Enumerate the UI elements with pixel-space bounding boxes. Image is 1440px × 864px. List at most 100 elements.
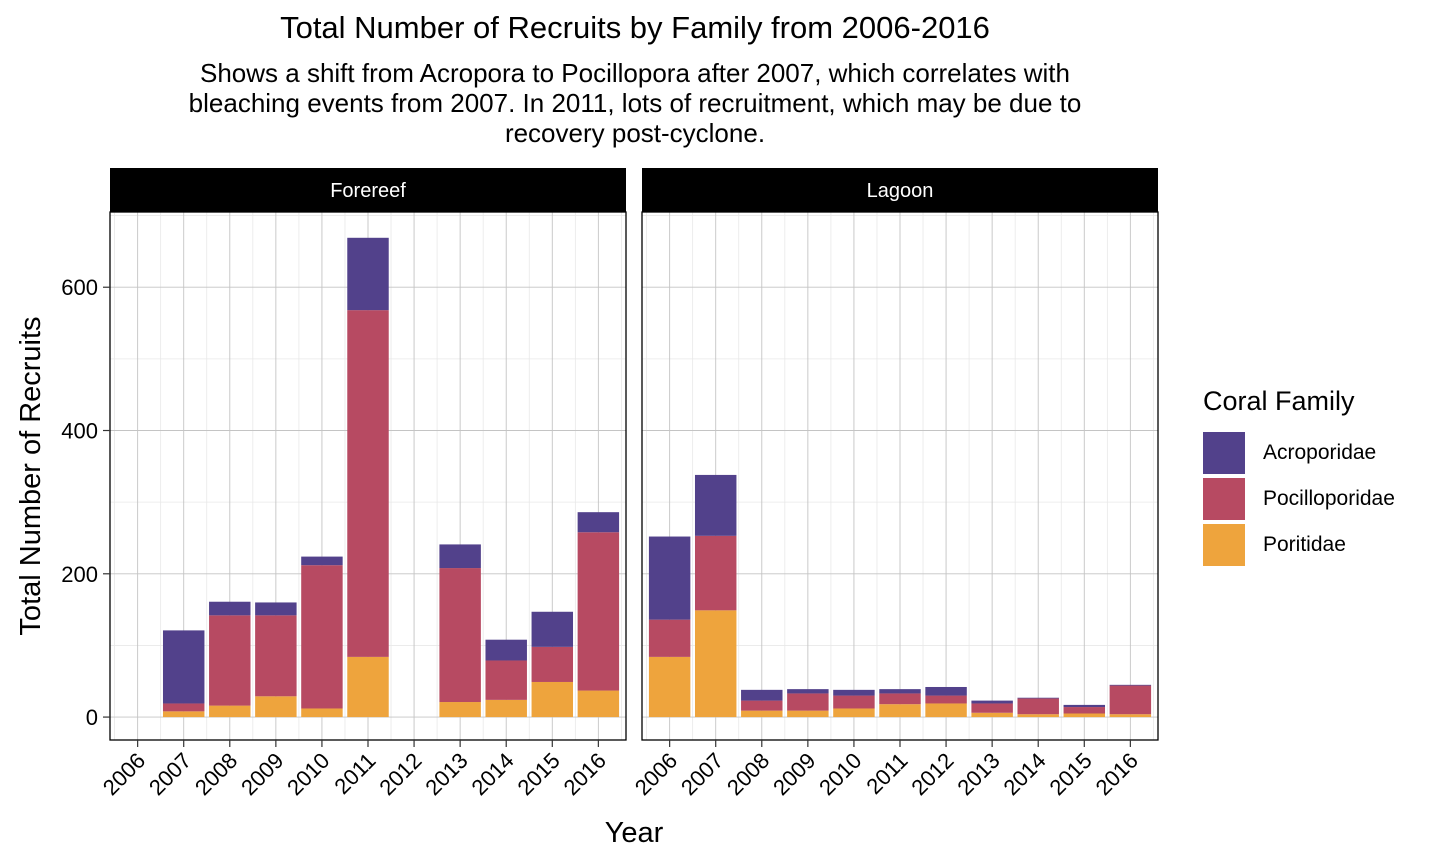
panel-lagoon: Lagoon2006200720082009201020112012201320…: [630, 168, 1159, 800]
x-tick-label: 2015: [513, 748, 565, 800]
bar-acroporidae-2008: [741, 689, 783, 701]
chart-title: Total Number of Recruits by Family from …: [280, 10, 990, 45]
bar-acroporidae-2014: [485, 639, 527, 661]
x-tick-label: 2016: [1091, 748, 1143, 800]
x-tick-label: 2006: [98, 748, 150, 800]
y-tick-label: 600: [61, 275, 98, 300]
legend-swatch: [1203, 478, 1245, 520]
bar-pocilloporidae-2011: [879, 693, 921, 705]
facet-strip: [110, 168, 626, 212]
x-tick-label: 2014: [466, 748, 518, 800]
x-tick-label: 2015: [1045, 748, 1097, 800]
bar-acroporidae-2015: [1063, 704, 1106, 708]
x-tick-label: 2010: [814, 748, 866, 800]
bar-poritidae-2007: [694, 610, 737, 718]
x-tick-label: 2008: [190, 748, 242, 800]
x-tick-label: 2013: [420, 748, 472, 800]
bar-pocilloporidae-2014: [1017, 698, 1059, 715]
bar-poritidae-2011: [347, 656, 389, 718]
bar-pocilloporidae-2016: [1109, 685, 1152, 715]
bar-poritidae-2007: [162, 711, 205, 718]
bar-acroporidae-2010: [833, 689, 875, 696]
bar-acroporidae-2011: [879, 689, 921, 694]
x-tick-label: 2007: [144, 748, 196, 800]
legend-label: Poritidae: [1263, 533, 1346, 556]
bar-poritidae-2010: [833, 708, 875, 718]
bar-acroporidae-2007: [694, 474, 737, 536]
bar-poritidae-2016: [1109, 714, 1152, 718]
bar-poritidae-2009: [255, 696, 297, 718]
bar-acroporidae-2008: [209, 601, 251, 616]
bar-pocilloporidae-2014: [485, 660, 527, 700]
bar-pocilloporidae-2013: [439, 568, 481, 703]
x-tick-label: 2009: [768, 748, 820, 800]
panel-forereef: Forereef 20062007200820092010201120122013…: [61, 168, 627, 800]
x-tick-label: 2012: [906, 748, 958, 800]
bar-poritidae-2006: [648, 656, 691, 718]
facet-strip: [642, 168, 1158, 212]
bar-poritidae-2009: [787, 710, 829, 718]
bar-poritidae-2016: [577, 690, 620, 718]
bar-pocilloporidae-2008: [209, 615, 251, 706]
legend-swatch: [1203, 432, 1245, 474]
bar-poritidae-2010: [301, 708, 343, 718]
bar-pocilloporidae-2016: [577, 532, 620, 691]
bar-pocilloporidae-2010: [301, 565, 343, 709]
y-tick-label: 0: [86, 705, 98, 730]
bar-pocilloporidae-2006: [648, 619, 691, 657]
y-tick-label: 400: [61, 419, 98, 444]
bar-poritidae-2013: [439, 702, 481, 718]
bar-pocilloporidae-2010: [833, 695, 875, 709]
x-tick-label: 2013: [952, 748, 1004, 800]
legend-item-poritidae: Poritidae: [1203, 522, 1395, 568]
bar-acroporidae-2013: [971, 700, 1013, 704]
bar-pocilloporidae-2011: [347, 310, 389, 657]
facet-strip-label: Lagoon: [867, 180, 934, 202]
x-tick-label: 2009: [236, 748, 288, 800]
bar-pocilloporidae-2015: [1063, 707, 1106, 714]
bar-pocilloporidae-2007: [694, 535, 737, 611]
bar-acroporidae-2009: [787, 689, 829, 694]
bar-acroporidae-2015: [531, 611, 574, 647]
legend-label: Pocilloporidae: [1263, 487, 1395, 510]
bar-poritidae-2014: [485, 699, 527, 718]
legend-swatch: [1203, 524, 1245, 566]
facet-strip-label: Forereef: [330, 180, 406, 202]
x-axis-title: Year: [605, 817, 664, 849]
x-tick-label: 2006: [630, 748, 682, 800]
bar-poritidae-2012: [925, 703, 967, 718]
bar-poritidae-2011: [879, 704, 921, 718]
legend-item-pocilloporidae: Pocilloporidae: [1203, 476, 1395, 522]
bar-acroporidae-2010: [301, 556, 343, 566]
x-tick-label: 2011: [861, 748, 912, 799]
y-tick-label: 200: [61, 562, 98, 587]
x-tick-label: 2007: [676, 748, 728, 800]
x-tick-label: 2014: [998, 748, 1050, 800]
bar-acroporidae-2013: [439, 544, 481, 569]
bar-acroporidae-2014: [1017, 697, 1059, 699]
bar-pocilloporidae-2009: [787, 693, 829, 711]
x-tick-label: 2011: [329, 748, 380, 799]
bar-poritidae-2008: [209, 705, 251, 718]
bar-acroporidae-2006: [648, 536, 691, 620]
bar-poritidae-2013: [971, 712, 1013, 718]
bar-acroporidae-2007: [162, 630, 205, 704]
x-tick-label: 2016: [559, 748, 611, 800]
bar-acroporidae-2012: [925, 686, 967, 696]
x-tick-label: 2008: [722, 748, 774, 800]
bar-poritidae-2015: [531, 681, 574, 718]
bar-poritidae-2015: [1063, 713, 1106, 718]
y-axis-title: Total Number of Recruits: [15, 316, 47, 635]
bar-pocilloporidae-2012: [925, 695, 967, 704]
bar-poritidae-2008: [741, 710, 783, 718]
x-tick-label: 2010: [282, 748, 334, 800]
chart-subtitle: Shows a shift from Acropora to Pocillopo…: [188, 58, 1082, 148]
bar-acroporidae-2009: [255, 602, 297, 616]
bar-acroporidae-2011: [347, 237, 389, 311]
bar-acroporidae-2016: [577, 512, 620, 533]
bar-pocilloporidae-2015: [531, 646, 574, 682]
legend-label: Acroporidae: [1263, 441, 1377, 464]
bar-pocilloporidae-2013: [971, 703, 1013, 713]
bar-pocilloporidae-2007: [162, 703, 205, 712]
